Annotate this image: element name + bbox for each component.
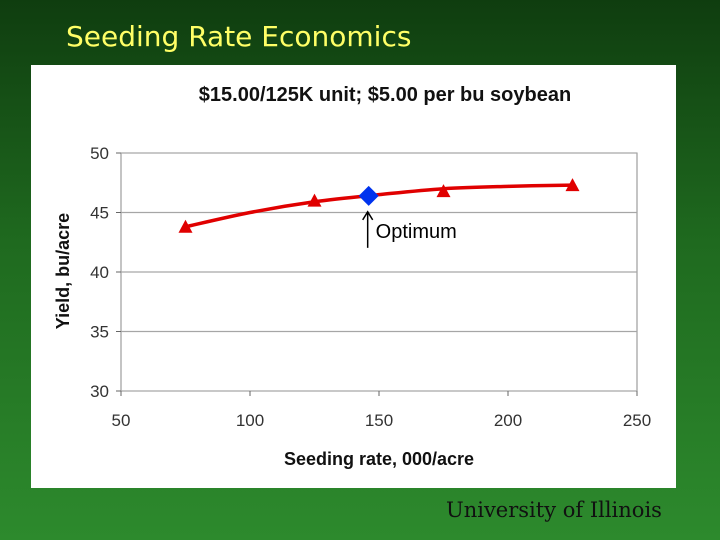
triangle-marker	[565, 178, 580, 192]
optimum-label: Optimum	[376, 221, 457, 243]
chart-title: $15.00/125K unit; $5.00 per bu soybean	[199, 84, 571, 106]
y-tick-label: 40	[90, 263, 109, 282]
y-axis-label: Yield, bu/acre	[53, 213, 73, 329]
triangle-marker	[178, 219, 193, 233]
yield-chart: $15.00/125K unit; $5.00 per bu soybean 3…	[53, 84, 651, 469]
slide-title: Seeding Rate Economics	[66, 20, 412, 53]
series-layer	[178, 178, 580, 233]
footer-credit: University of Illinois	[446, 498, 662, 522]
y-tick-label: 50	[90, 144, 109, 163]
x-tick-label: 50	[112, 411, 131, 430]
tick-labels: 30 35 40 45 50 50 100 150 200 250	[90, 144, 651, 430]
x-tick-label: 250	[623, 411, 651, 430]
optimum-annotation: Optimum	[358, 185, 457, 248]
y-tick-label: 30	[90, 382, 109, 401]
y-tick-label: 45	[90, 204, 109, 223]
x-tick-label: 100	[236, 411, 264, 430]
optimum-diamond-marker	[358, 185, 379, 206]
optimum-arrowhead	[362, 210, 374, 221]
yield-curve-line	[185, 183, 573, 229]
triangle-marker	[436, 184, 451, 198]
y-tick-label: 35	[90, 323, 109, 342]
triangle-marker	[307, 193, 322, 207]
x-tick-label: 150	[365, 411, 393, 430]
chart-panel: $15.00/125K unit; $5.00 per bu soybean 3…	[31, 65, 676, 488]
x-axis-label: Seeding rate, 000/acre	[284, 449, 474, 469]
gridlines	[116, 152, 638, 396]
x-tick-label: 200	[494, 411, 522, 430]
